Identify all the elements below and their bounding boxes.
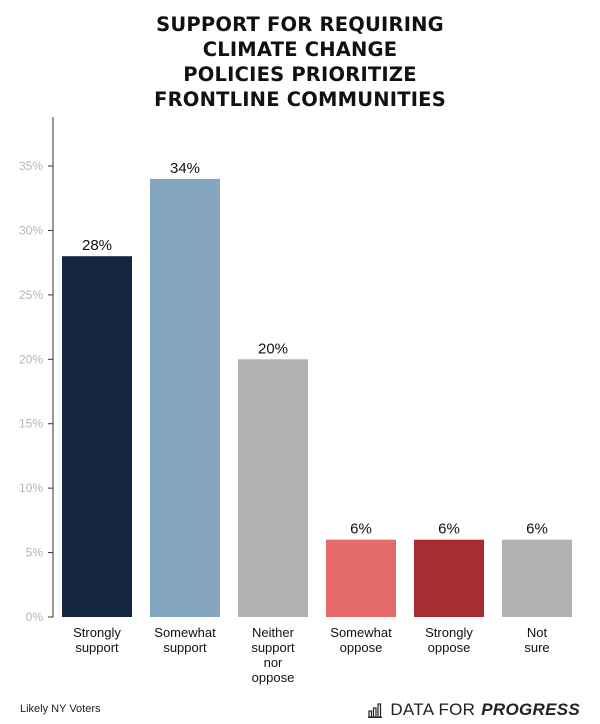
y-tick-label: 0%: [26, 610, 44, 624]
bar-value-label: 6%: [438, 521, 460, 538]
bar-value-label: 6%: [526, 521, 548, 538]
title-line: POLICIES PRIORITIZE: [183, 63, 417, 86]
title-line: CLIMATE CHANGE: [202, 38, 398, 61]
bar-value-label: 6%: [350, 521, 372, 538]
y-tick-label: 35%: [19, 159, 43, 173]
bar: [238, 359, 308, 617]
bar-value-label: 34%: [170, 160, 200, 177]
x-category-label: Strongly oppose: [425, 625, 473, 655]
bar: [150, 178, 220, 617]
brand-name-regular: DATA FOR: [390, 700, 476, 719]
x-category-label: Somewhat support: [154, 625, 216, 655]
bar: [414, 539, 484, 617]
title-line: SUPPORT FOR REQUIRING: [156, 13, 444, 36]
x-category-label: Neither support nor oppose: [251, 625, 295, 685]
bar: [62, 256, 132, 617]
x-category-label: Not sure: [524, 625, 549, 655]
bar: [502, 539, 572, 617]
x-category-label: Strongly support: [73, 625, 121, 655]
brand-name-bold: PROGRESS: [481, 700, 580, 719]
chart-title: SUPPORT FOR REQUIRING CLIMATE CHANGE POL…: [0, 12, 600, 112]
bar-value-label: 20%: [258, 340, 288, 357]
y-tick-label: 15%: [19, 417, 43, 431]
bar-value-label: 28%: [82, 237, 112, 254]
x-category-label: Somewhat oppose: [330, 625, 392, 655]
sample-note: Likely NY Voters: [20, 703, 101, 715]
bar: [326, 539, 396, 617]
y-tick-label: 25%: [19, 288, 43, 302]
y-tick-label: 20%: [19, 352, 43, 366]
y-tick-label: 10%: [19, 481, 43, 495]
bar-chart: 0% 5% 10% 15% 20% 25% 30% 35% 28% Strongly support…: [19, 117, 572, 685]
brand-logo: DATA FOR PROGRESS: [368, 700, 580, 720]
y-tick-label: 30%: [19, 223, 43, 237]
title-line: FRONTLINE COMMUNITIES: [154, 88, 446, 111]
y-tick-label: 5%: [26, 546, 44, 560]
bar-chart-icon: [368, 703, 383, 718]
